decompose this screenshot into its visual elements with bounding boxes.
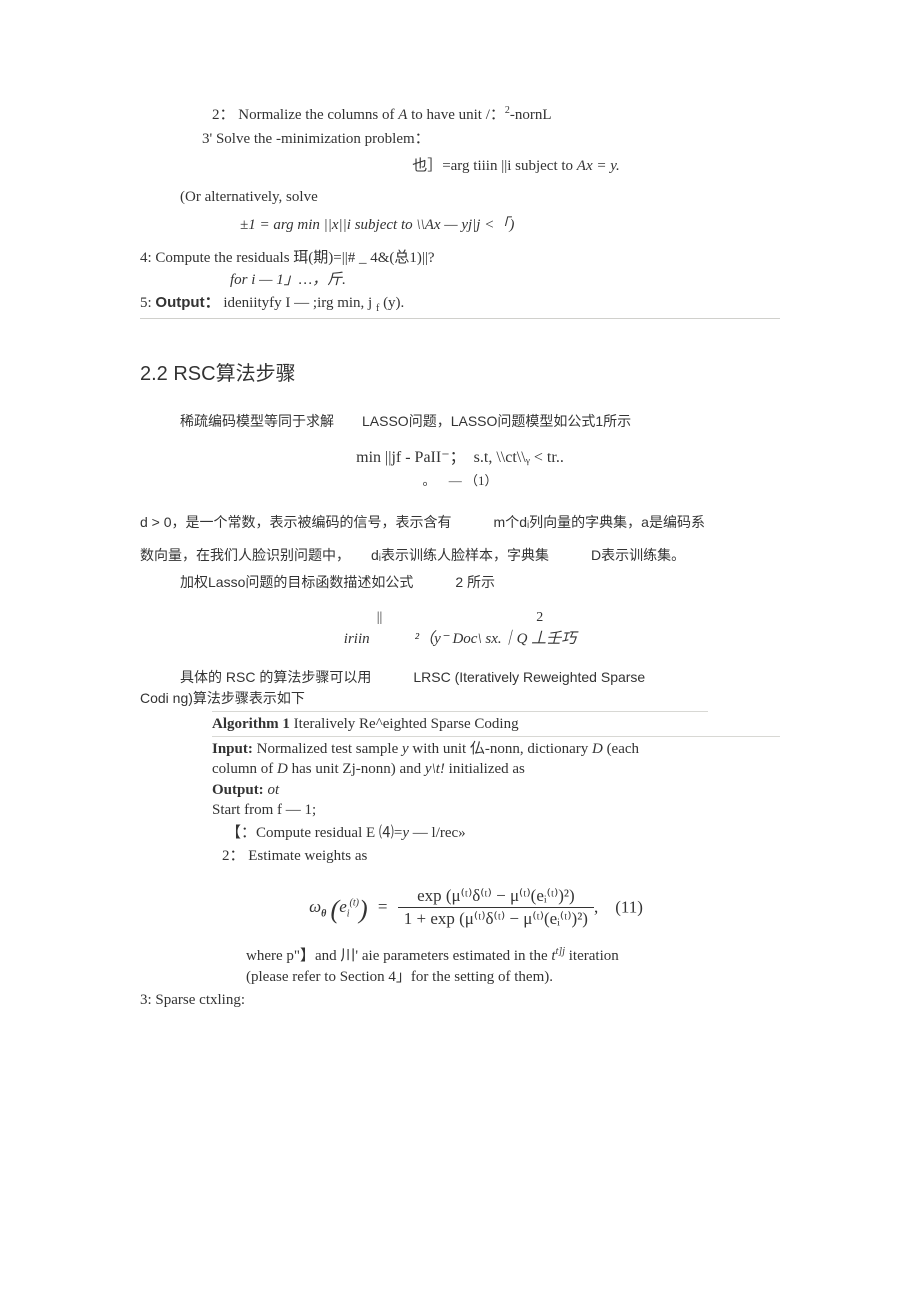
algo2-input-l2: column of D has unit Zj-nonn) and y\t! i… (212, 759, 780, 779)
algo1-steps: 2： Normalize the columns of A to have un… (212, 104, 780, 176)
algo2-input-y: y (402, 741, 409, 757)
algo1-step2-A: A (398, 107, 407, 123)
algo2-input-l2b: has unit Zj-nonn) and (288, 761, 425, 777)
algo1-step3-formula: 也］=arg tiiin ||i subject to (412, 158, 577, 174)
algo1-step4-wrap: 4: Compute the residuals 珥(期)=||# _ 4&(总… (140, 247, 780, 292)
para3-l2: Codi ng)算法步骤表示如下 (140, 688, 780, 709)
algo1-step5-wrap: 5: Output： ideniityfy I — ;irg min, j f … (140, 292, 780, 316)
eq1-sub: 。 ᷣ— （1） (140, 471, 780, 491)
algo2-input-tail3: (each (603, 741, 639, 757)
algo2-title-pre: Algorithm 1 (212, 716, 294, 732)
para2-l1: d > 0，是一个常数，表示被编码的信号，表示含有 m个dᵢ列向量的字典集，a是… (140, 512, 780, 533)
algo1-alt: (Or alternatively, solve (180, 186, 780, 209)
algo1-step5-tail: ideniityfy I — ;irg min, j (220, 295, 376, 311)
algo2-rule-top (212, 711, 708, 712)
eq11-i: i (347, 908, 350, 919)
algo2-input-pre: Input: (212, 741, 257, 757)
para1: 稀疏编码模型等同于求解 LASSO问题，LASSO问题模型如公式1所示 (180, 411, 780, 432)
eq11-num: exp (μ⁽ᵗ⁾δ⁽ᵗ⁾ − μ⁽ᵗ⁾(eᵢ⁽ᵗ⁾)²) (398, 885, 594, 909)
algo2-input-tail2: with unit 仏-nonn, dictionary (409, 741, 592, 757)
eq11-frac: exp (μ⁽ᵗ⁾δ⁽ᵗ⁾ − μ⁽ᵗ⁾(eᵢ⁽ᵗ⁾)²) 1 + exp (μ… (398, 885, 594, 932)
algo1-step3: 3' Solve the -minimization problem： (202, 129, 780, 149)
algo2-input-l2a: column of (212, 761, 277, 777)
algo1-step2-end: -nornL (510, 107, 552, 123)
algo2-output: Output: ot (212, 780, 780, 800)
algo2-step1-b: — l/rec» (409, 825, 466, 841)
eq11-tag: , (11) (594, 897, 643, 916)
eq11: ωθ (ei(t)) = exp (μ⁽ᵗ⁾δ⁽ᵗ⁾ − μ⁽ᵗ⁾(eᵢ⁽ᵗ⁾)… (172, 885, 780, 932)
eq11-lhs: ωθ (ei(t)) (309, 897, 372, 916)
algo2-rule-mid (212, 736, 780, 737)
para2-l2: 数向量，在我们人脸识别问题中， dᵢ表示训练人脸样本，字典集 D表示训练集。 (140, 545, 780, 566)
algo2-step1: 【：Compute residual E ⑷= (226, 825, 402, 841)
algo1-step4-for: for i — 1」…，斤. (230, 269, 780, 292)
algo2-output-val: ot (267, 782, 279, 798)
eq11-t: (t) (350, 897, 359, 908)
algo2-input-l2c: initialized as (445, 761, 525, 777)
algo2-title: Algorithm 1 Iteralively Re^eighted Spars… (212, 714, 780, 734)
algo1-step3-ax: Ax = y. (577, 158, 620, 174)
algo1-alt-formula: ±1 = arg min ||x||i subject to \\Ax — yj… (240, 217, 514, 233)
algo1-step3-formula-wrap: 也］=arg tiiin ||i subject to Ax = y. (252, 156, 780, 176)
algo2-step1-wrap: 【：Compute residual E ⑷=y — l/rec» (226, 823, 780, 843)
eq11-den: 1 + exp (μ⁽ᵗ⁾δ⁽ᵗ⁾ − μ⁽ᵗ⁾(eᵢ⁽ᵗ⁾)²) (398, 908, 594, 931)
algo1-alt-formula-wrap: ±1 = arg min ||x||i subject to \\Ax — yj… (240, 214, 780, 237)
eq1-main: min ||jf - PaII⁻； s.t, \\ct\\ᵧ < tr.. (140, 446, 780, 470)
algo2-where-l2: (please refer to Section 4」for the setti… (246, 967, 780, 987)
algo2-where-l1: where p"】and 川' aie parameters estimated… (246, 945, 780, 966)
para3-l1: 具体的 RSC 的算法步骤可以用 LRSC (Iteratively Rewei… (180, 667, 780, 688)
algo2-title-tail: Iteralively Re^eighted Sparse Coding (294, 716, 519, 732)
algo2-where-l1a: where p"】and 川' aie parameters estimated… (246, 948, 551, 964)
algo2-input-yt: y\t! (425, 761, 445, 777)
algo1-step5-pre: 5: (140, 295, 155, 311)
eq11-e: e (339, 897, 347, 916)
para2-l3: 加权Lasso问题的目标函数描述如公式 2 所示 (180, 572, 780, 593)
eq2-top: || 2 (140, 607, 780, 628)
algo2-step3: 3: Sparse ctxling: (140, 989, 780, 1012)
section-title: 2.2 RSC算法步骤 (140, 359, 780, 389)
eq2-bot: iriin ²（y⁻ Doc\ sx.｜Q 丄壬巧 (140, 628, 780, 651)
algo1-step2-a: 2： Normalize the columns of (212, 107, 398, 123)
eq11-w: ω (309, 897, 321, 916)
algo2-input-l2D: D (277, 761, 288, 777)
algo1-rule (140, 318, 780, 319)
algo1-step5-out: Output： (155, 294, 219, 311)
algo2-input-D: D (592, 741, 603, 757)
algo2-step2: 2： Estimate weights as (222, 846, 780, 866)
algo2-start: Start from f — 1; (212, 800, 780, 820)
algo2-input-tail: Normalized test sample (257, 741, 402, 757)
algo1-step5-end: (y). (379, 295, 404, 311)
algo1-step2-tail: to have unit /： (407, 107, 505, 123)
algo2-where-sup: t]j (556, 946, 565, 957)
algo2: Algorithm 1 Iteralively Re^eighted Spars… (212, 714, 780, 987)
algo2-input-l1: Input: Normalized test sample y with uni… (212, 739, 780, 759)
algo1-step2: 2： Normalize the columns of A to have un… (212, 104, 780, 125)
algo2-where-l1b: iteration (565, 948, 619, 964)
algo2-output-pre: Output: (212, 782, 267, 798)
eq11-theta: θ (321, 908, 326, 919)
algo1-step4: 4: Compute the residuals 珥(期)=||# _ 4&(总… (140, 247, 780, 270)
